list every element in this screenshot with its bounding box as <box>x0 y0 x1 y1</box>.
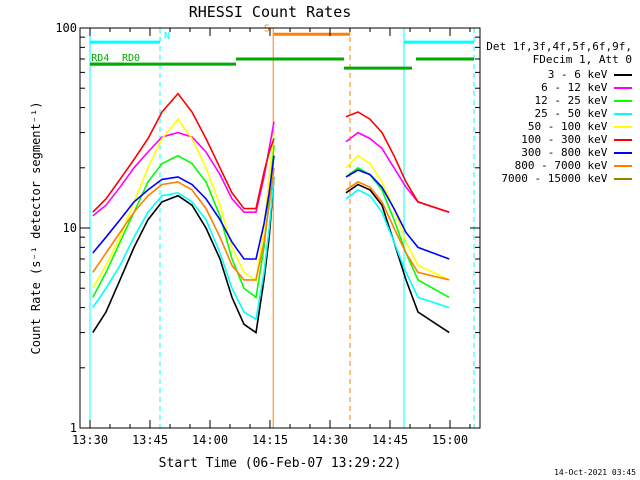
y-tick-label: 1 <box>70 421 77 435</box>
chart-title: RHESSI Count Rates <box>189 3 352 21</box>
legend-header-line-1: Det 1f,3f,4f,5f,6f,9f, <box>486 40 632 53</box>
legend-item-label: 300 - 800 keV <box>521 146 614 159</box>
series-line <box>92 176 450 334</box>
legend-item-label: 25 - 50 keV <box>534 107 614 120</box>
series-line <box>92 155 450 260</box>
legend-item-label: 3 - 6 keV <box>547 68 614 81</box>
x-tick-label: 15:00 <box>432 433 468 447</box>
x-tick-label: 13:30 <box>72 433 108 447</box>
legend-item: 3 - 6 keV <box>548 68 632 81</box>
x-tick-label: 14:00 <box>192 433 228 447</box>
legend-item-label: 800 - 7000 keV <box>514 159 614 172</box>
x-tick-label: 14:45 <box>372 433 408 447</box>
y-axis-label: Count Rate (s⁻¹ detector segment⁻¹) <box>29 102 43 355</box>
legend-item-label: 50 - 100 keV <box>527 120 614 133</box>
legend-swatch <box>614 74 632 76</box>
legend-item: 6 - 12 keV <box>541 81 632 94</box>
x-tick-label: 13:45 <box>132 433 168 447</box>
x-tick-label: 14:30 <box>312 433 348 447</box>
legend-swatch <box>614 139 632 141</box>
legend-item: 7000 - 15000 keV <box>501 172 632 185</box>
footer-timestamp: 14-Oct-2021 03:45 <box>554 468 636 477</box>
series-line <box>92 144 450 299</box>
legend-swatch <box>614 152 632 154</box>
legend-item: 800 - 7000 keV <box>515 159 632 172</box>
x-axis-label: Start Time (06-Feb-07 13:29:22) <box>159 456 402 471</box>
legend-item-label: 6 - 12 keV <box>541 81 614 94</box>
y-tick-label: 100 <box>55 21 77 35</box>
legend-item: 25 - 50 keV <box>535 107 632 120</box>
series-line <box>92 117 450 289</box>
legend-item: 50 - 100 keV <box>528 120 632 133</box>
legend-swatch <box>614 126 632 128</box>
legend-header-line-2: FDecim 1, Att 0 <box>532 53 632 66</box>
legend-swatch <box>614 100 632 102</box>
annotation-label: RD0 <box>122 53 140 64</box>
y-tick-label: 10 <box>63 221 77 235</box>
legend-item: 100 - 300 keV <box>521 133 632 146</box>
series-line <box>92 176 450 321</box>
legend-swatch <box>614 165 632 167</box>
series-line <box>92 92 450 213</box>
legend-item-label: 12 - 25 keV <box>534 94 614 107</box>
annotation-label: RD4 <box>91 53 109 64</box>
legend-swatch <box>614 113 632 115</box>
legend-swatch <box>614 178 632 180</box>
legend-item-label: 100 - 300 keV <box>521 133 614 146</box>
annotation-label: S <box>264 23 270 34</box>
legend-item: 12 - 25 keV <box>535 94 632 107</box>
legend-item-label: 7000 - 15000 keV <box>501 172 614 185</box>
annotation-label: N <box>164 31 170 42</box>
x-tick-label: 14:15 <box>252 433 288 447</box>
legend-swatch <box>614 87 632 89</box>
series-line <box>92 167 450 281</box>
legend-item: 300 - 800 keV <box>521 146 632 159</box>
